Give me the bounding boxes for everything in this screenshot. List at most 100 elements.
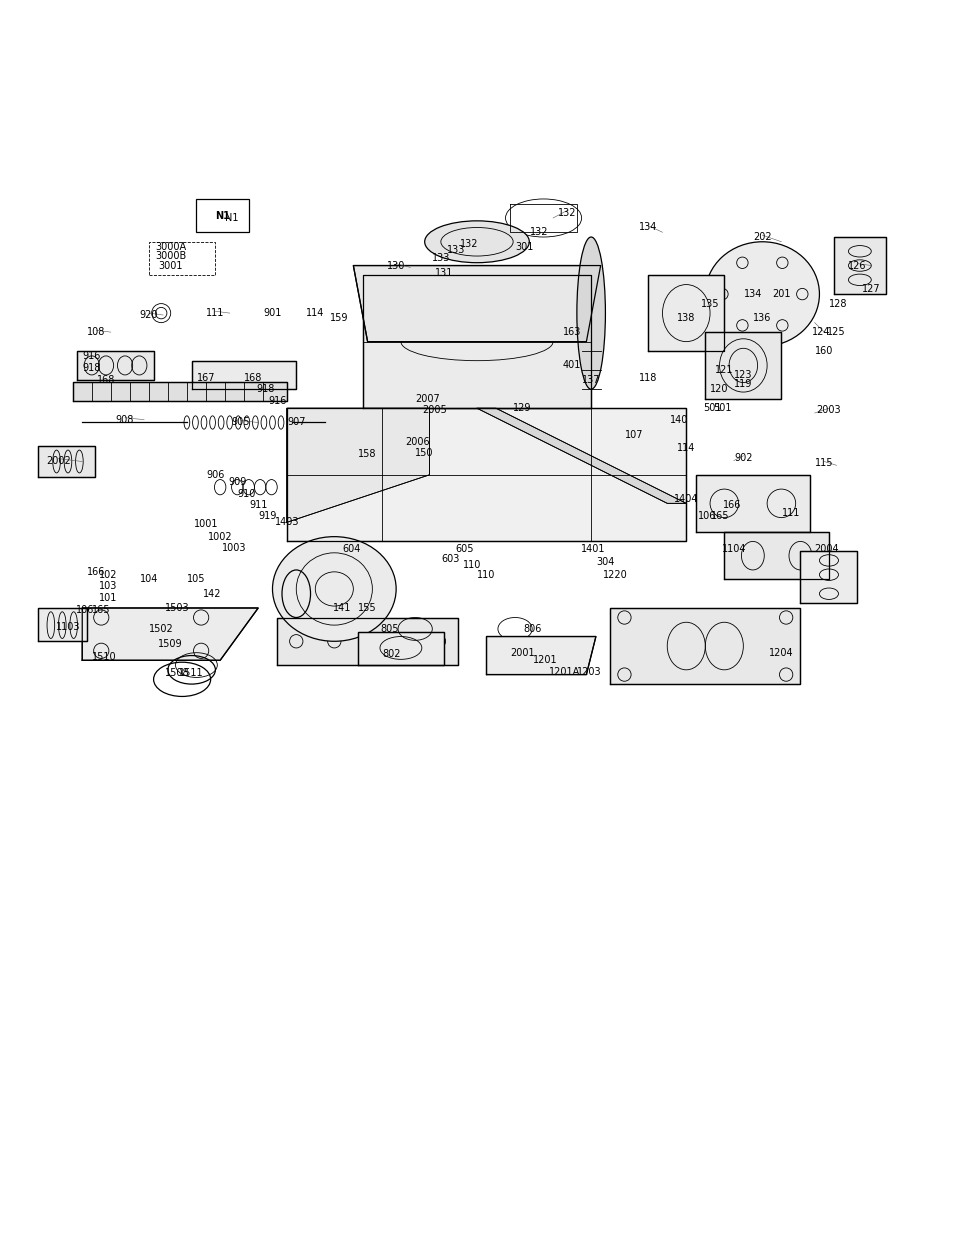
- Text: 304: 304: [596, 557, 614, 567]
- Text: 138: 138: [677, 312, 695, 322]
- Text: 120: 120: [710, 384, 728, 394]
- Polygon shape: [723, 532, 828, 579]
- Text: 150: 150: [415, 448, 434, 458]
- Text: 501: 501: [703, 404, 721, 414]
- Text: 918: 918: [256, 384, 274, 394]
- Text: 1511: 1511: [179, 668, 204, 678]
- Text: 166: 166: [88, 567, 106, 577]
- Text: 3000B: 3000B: [155, 251, 186, 261]
- Text: 107: 107: [624, 430, 642, 440]
- Polygon shape: [695, 474, 809, 532]
- Text: N1: N1: [225, 212, 238, 224]
- Text: 802: 802: [382, 648, 400, 658]
- Text: 3001: 3001: [158, 261, 183, 270]
- Text: 140: 140: [669, 415, 687, 425]
- Text: 118: 118: [639, 373, 657, 383]
- Polygon shape: [37, 608, 87, 641]
- Text: 123: 123: [733, 370, 752, 380]
- Text: 202: 202: [752, 232, 771, 242]
- Text: 104: 104: [139, 574, 158, 584]
- Text: 3000A: 3000A: [155, 242, 186, 252]
- Text: 1509: 1509: [158, 640, 183, 650]
- Polygon shape: [833, 237, 885, 294]
- Text: 158: 158: [358, 448, 376, 459]
- Text: 125: 125: [826, 327, 845, 337]
- Text: N1: N1: [214, 211, 230, 221]
- Text: 103: 103: [98, 582, 117, 592]
- Text: 920: 920: [139, 310, 158, 320]
- Text: 902: 902: [733, 453, 752, 463]
- Text: 134: 134: [639, 222, 657, 232]
- Text: 165: 165: [711, 511, 729, 521]
- Text: 114: 114: [306, 308, 324, 319]
- Text: 102: 102: [98, 569, 117, 579]
- Polygon shape: [486, 636, 596, 674]
- Text: 1001: 1001: [193, 519, 218, 530]
- Polygon shape: [610, 608, 800, 684]
- Text: 2006: 2006: [404, 436, 429, 447]
- Text: 501: 501: [713, 404, 731, 414]
- Polygon shape: [37, 446, 94, 477]
- Text: 106: 106: [698, 511, 716, 521]
- Text: 806: 806: [522, 624, 540, 634]
- Text: 128: 128: [828, 299, 847, 309]
- Text: 141: 141: [333, 603, 351, 613]
- Text: 119: 119: [734, 379, 752, 389]
- Text: 133: 133: [446, 246, 465, 256]
- Text: 132: 132: [529, 227, 548, 237]
- Text: 159: 159: [330, 312, 348, 322]
- Text: 101: 101: [98, 593, 117, 603]
- Text: 1104: 1104: [720, 543, 745, 555]
- Ellipse shape: [704, 242, 819, 346]
- Text: 111: 111: [206, 308, 224, 319]
- Text: 905: 905: [232, 417, 250, 427]
- Text: 111: 111: [781, 508, 800, 517]
- Polygon shape: [704, 332, 781, 399]
- Text: 1403: 1403: [274, 517, 298, 527]
- Bar: [196, 199, 249, 232]
- Text: 126: 126: [847, 261, 866, 270]
- Text: 106: 106: [76, 605, 94, 615]
- Text: 604: 604: [342, 543, 360, 555]
- Text: 919: 919: [258, 511, 276, 521]
- Bar: [149, 242, 215, 275]
- Text: 918: 918: [83, 363, 101, 373]
- Text: 168: 168: [97, 374, 115, 384]
- Polygon shape: [277, 618, 457, 666]
- Text: 132: 132: [558, 209, 576, 219]
- Polygon shape: [287, 409, 429, 522]
- Text: 2004: 2004: [814, 543, 839, 555]
- Text: 110: 110: [462, 561, 481, 571]
- Polygon shape: [72, 382, 287, 400]
- Polygon shape: [476, 409, 685, 504]
- Text: 168: 168: [244, 373, 262, 383]
- Text: 1103: 1103: [55, 622, 80, 632]
- Text: 135: 135: [700, 299, 719, 309]
- Text: 907: 907: [287, 417, 305, 427]
- Text: 901: 901: [263, 308, 281, 319]
- Text: 131: 131: [434, 268, 453, 278]
- Text: 603: 603: [440, 553, 459, 563]
- Ellipse shape: [424, 221, 529, 263]
- Text: 1002: 1002: [208, 531, 233, 542]
- Text: 133: 133: [431, 253, 450, 263]
- Text: 134: 134: [743, 289, 761, 299]
- Text: 129: 129: [513, 404, 532, 414]
- Ellipse shape: [577, 237, 605, 389]
- Polygon shape: [353, 266, 600, 342]
- Text: 805: 805: [380, 624, 398, 634]
- Text: 130: 130: [387, 261, 405, 270]
- Text: 401: 401: [562, 361, 580, 370]
- Text: 132: 132: [459, 238, 478, 248]
- Text: 121: 121: [715, 366, 733, 375]
- Text: 115: 115: [814, 458, 833, 468]
- Text: 127: 127: [862, 284, 881, 294]
- Text: 2007: 2007: [415, 394, 439, 404]
- Polygon shape: [647, 275, 723, 351]
- Polygon shape: [800, 551, 857, 603]
- Text: 136: 136: [752, 312, 771, 322]
- Text: 1503: 1503: [165, 603, 190, 613]
- Polygon shape: [192, 361, 296, 389]
- Text: 909: 909: [228, 478, 246, 488]
- Text: 916: 916: [83, 351, 101, 361]
